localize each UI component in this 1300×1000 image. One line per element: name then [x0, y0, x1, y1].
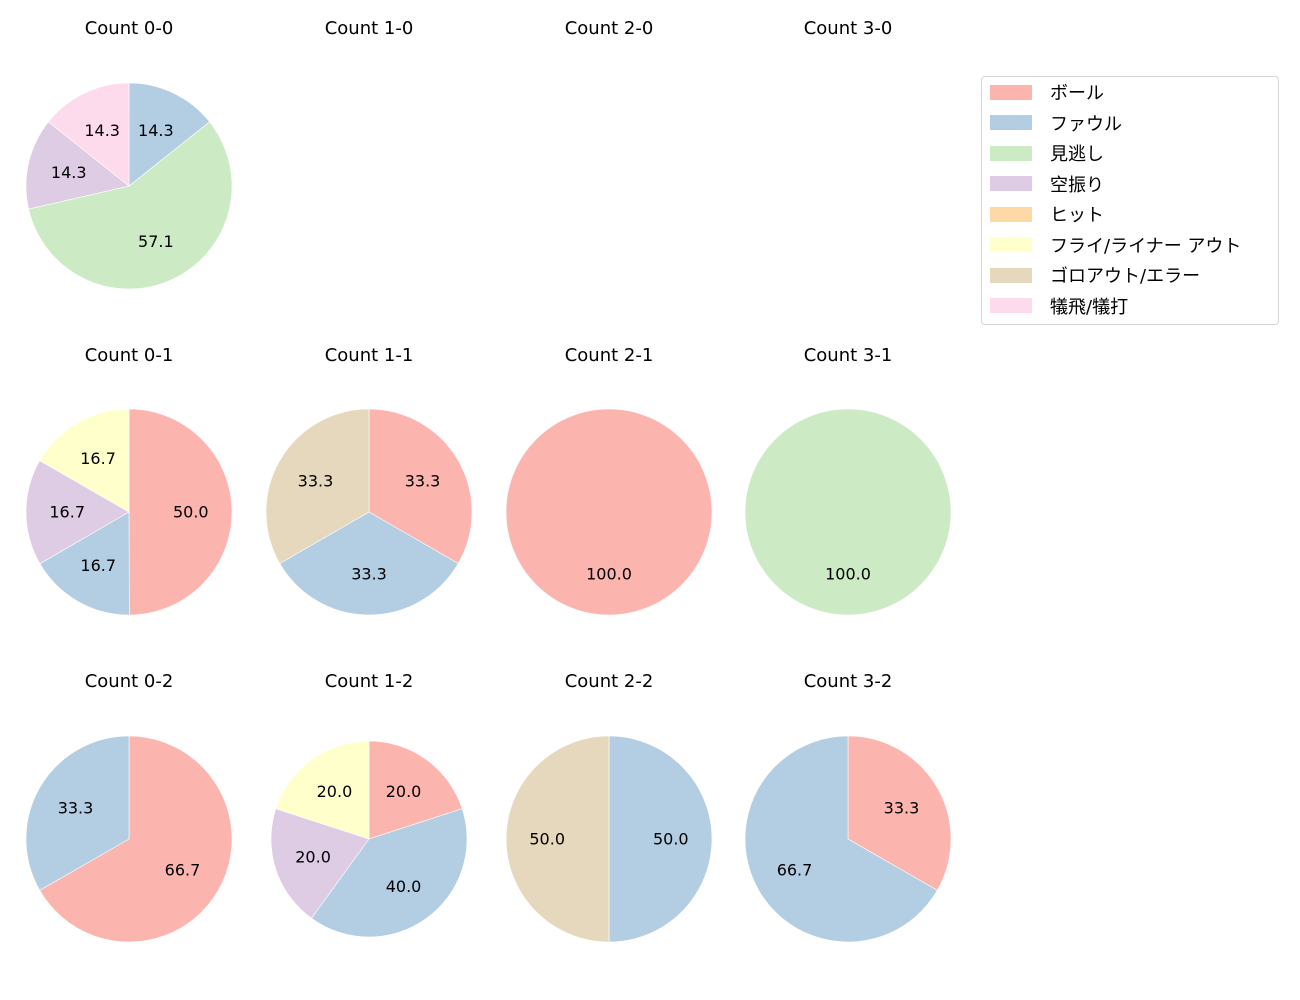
pie-title: Count 3-2 — [803, 671, 893, 692]
pie-chart: 100.0 — [505, 408, 713, 616]
legend-label: ゴロアウト/エラー — [1050, 266, 1201, 287]
pie-chart: 100.0 — [744, 408, 952, 616]
pie-chart: 50.0 16.7 16.7 16.7 — [25, 408, 233, 616]
pie-title: Count 3-0 — [803, 18, 893, 39]
legend-item-called-strike: 見逃し — [990, 142, 1104, 165]
slice-percentage-label: 14.3 — [84, 121, 120, 140]
pie-slice — [39, 735, 233, 943]
pie-slice — [270, 808, 370, 919]
pie-title: Count 0-2 — [84, 671, 174, 692]
legend-item-ground-out-error: ゴロアウト/エラー — [990, 264, 1201, 287]
slice-percentage-label: 66.7 — [165, 860, 201, 879]
slice-percentage-label: 50.0 — [173, 502, 209, 521]
slice-percentage-label: 16.7 — [49, 503, 85, 522]
slice-percentage-label: 33.3 — [405, 472, 441, 491]
legend-swatch — [990, 145, 1032, 161]
legend-item-sacrifice: 犠飛/犠打 — [990, 295, 1129, 318]
legend-swatch — [990, 176, 1032, 191]
legend-item-fly-liner-out: フライ/ライナー アウト — [990, 234, 1242, 257]
legend-item-hit: ヒット — [990, 203, 1104, 226]
legend-label: 空振り — [1050, 174, 1104, 196]
pie-chart: 50.0 50.0 — [505, 735, 713, 943]
pie-slice — [744, 408, 952, 616]
pie-slice — [744, 735, 938, 943]
pie-slice — [128, 408, 233, 616]
pie-chart: 20.0 40.0 20.0 20.0 — [270, 740, 468, 938]
legend-item-ball: ボール — [990, 81, 1104, 104]
pie-slice — [25, 460, 130, 565]
pie-slice — [275, 740, 370, 840]
pie-title: Count 1-1 — [324, 345, 414, 366]
slice-percentage-label: 20.0 — [386, 782, 422, 801]
slice-percentage-label: 14.3 — [51, 163, 87, 182]
slice-percentage-label: 33.3 — [884, 799, 920, 818]
pie-slice — [847, 735, 952, 891]
pie-slice — [505, 408, 713, 616]
pie-slice — [608, 735, 713, 943]
pie-slice — [128, 82, 211, 187]
pie-slice — [28, 121, 233, 290]
slice-percentage-label: 20.0 — [317, 782, 353, 801]
slice-percentage-label: 50.0 — [529, 830, 565, 849]
legend-item-foul: ファウル — [990, 112, 1122, 135]
legend-label: 犠飛/犠打 — [1050, 296, 1129, 318]
pie-slice — [310, 808, 468, 938]
pie-slice — [368, 740, 463, 840]
slice-percentage-label: 33.3 — [351, 564, 387, 583]
legend-label: 見逃し — [1050, 144, 1104, 165]
pie-slice — [25, 735, 130, 891]
slice-percentage-label: 100.0 — [825, 564, 871, 583]
legend-swatch — [990, 84, 1032, 100]
legend-swatch — [990, 115, 1032, 130]
legend: ボール ファウル 見逃し 空振り ヒット フライ/ライナー アウト ゴロアウト/… — [981, 76, 1279, 325]
pie-title: Count 1-2 — [324, 671, 414, 692]
pie-slice — [368, 408, 473, 564]
pie-title: Count 2-1 — [564, 345, 654, 366]
legend-swatch — [990, 298, 1032, 313]
pie-chart: 14.3 57.1 14.3 14.3 — [25, 82, 233, 290]
legend-swatch — [990, 206, 1032, 222]
slice-percentage-label: 66.7 — [777, 860, 813, 879]
slice-percentage-label: 100.0 — [586, 564, 632, 583]
slice-percentage-label: 33.3 — [298, 472, 334, 491]
pie-title: Count 3-1 — [803, 345, 893, 366]
pie-title: Count 2-2 — [564, 671, 654, 692]
legend-label: ファウル — [1050, 113, 1122, 135]
pie-chart: 66.7 33.3 — [25, 735, 233, 943]
slice-percentage-label: 33.3 — [58, 799, 94, 818]
slice-percentage-label: 50.0 — [653, 830, 689, 849]
legend-label: フライ/ライナー アウト — [1050, 235, 1242, 257]
slice-percentage-label: 16.7 — [80, 449, 116, 468]
pie-slice — [39, 408, 130, 513]
legend-label: ヒット — [1050, 205, 1104, 226]
legend-item-swinging-strike: 空振り — [990, 173, 1104, 196]
pie-slice — [39, 511, 130, 616]
slice-percentage-label: 14.3 — [138, 121, 174, 140]
legend-swatch — [990, 237, 1032, 252]
slice-percentage-label: 16.7 — [80, 556, 116, 575]
pie-slice — [265, 408, 370, 564]
pie-chart: 33.3 33.3 33.3 — [265, 408, 473, 616]
slice-percentage-label: 20.0 — [295, 848, 331, 867]
pie-slice — [25, 121, 130, 210]
pie-title: Count 0-1 — [84, 345, 174, 366]
pie-slice — [47, 82, 130, 187]
slice-percentage-label: 57.1 — [138, 232, 174, 251]
pie-title: Count 0-0 — [84, 18, 174, 39]
pie-title: Count 2-0 — [564, 18, 654, 39]
legend-label: ボール — [1050, 83, 1104, 104]
slice-percentage-label: 40.0 — [386, 877, 422, 896]
pie-title: Count 1-0 — [324, 18, 414, 39]
legend-swatch — [990, 267, 1032, 283]
pie-slice — [505, 735, 610, 943]
pie-chart: 33.3 66.7 — [744, 735, 952, 943]
